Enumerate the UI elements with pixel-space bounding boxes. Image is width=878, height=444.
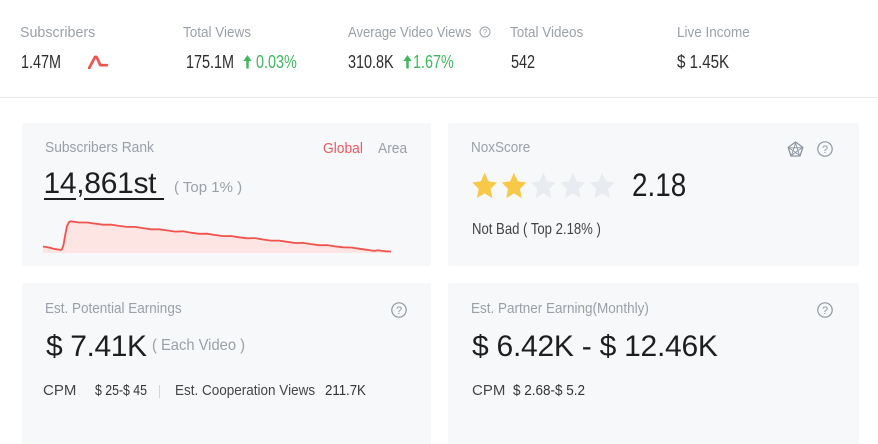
svg-text:?: ? bbox=[822, 144, 828, 156]
svg-text:?: ? bbox=[822, 305, 828, 317]
svg-text:?: ? bbox=[483, 28, 488, 37]
svg-text:?: ? bbox=[396, 305, 402, 317]
